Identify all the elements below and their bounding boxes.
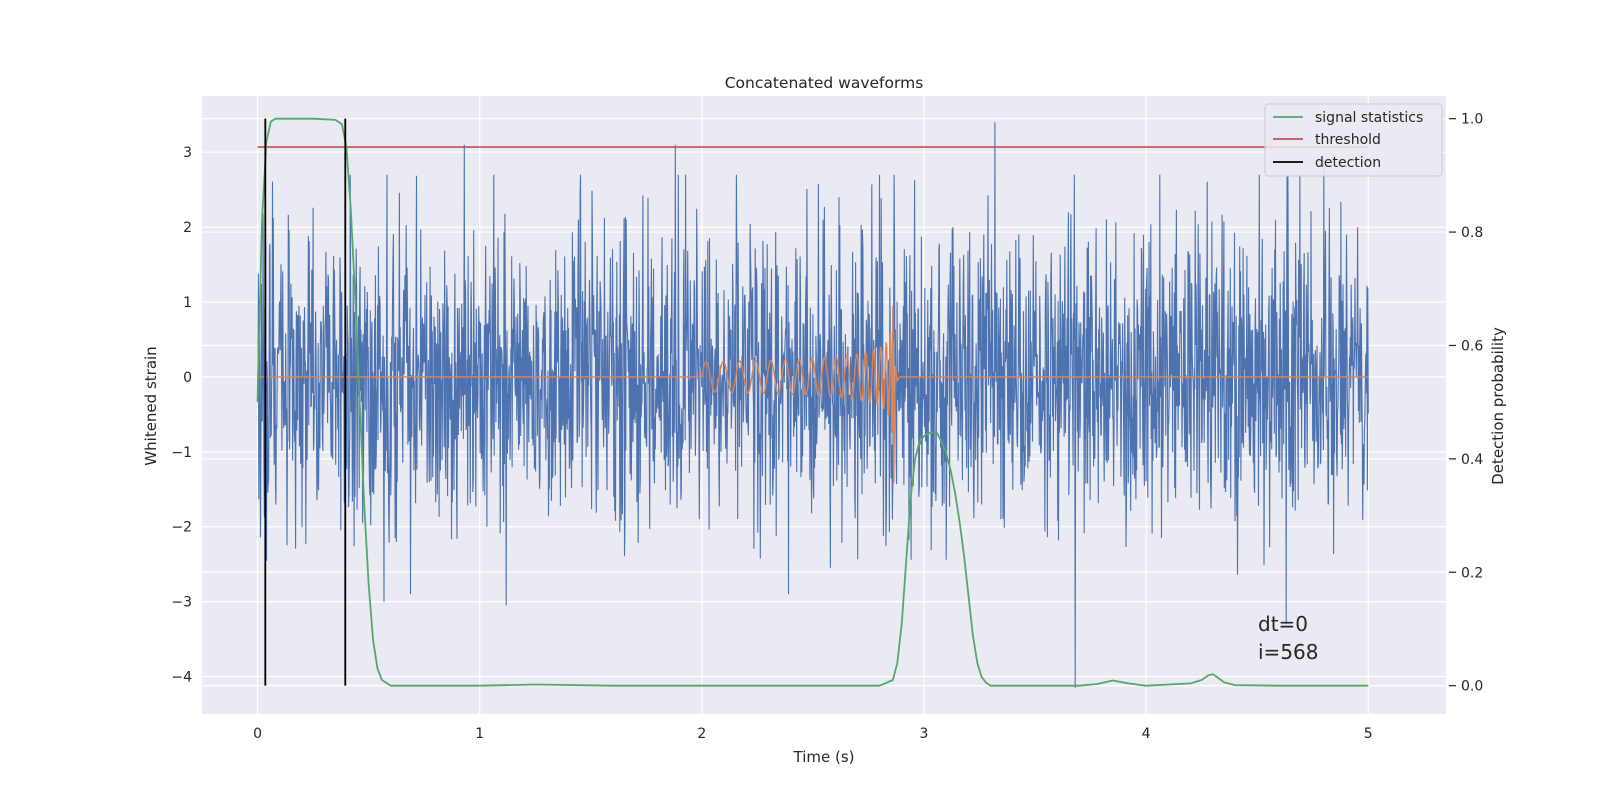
legend-box [1264,103,1443,177]
axis-ticks: 0 1 2 3 4 5 −4 −3 −2 −1 0 1 2 3 0.0 0.2 0.4 0.6 0.8 1.0 [171,112,1483,742]
y2-tick-label: 0.2 [1461,565,1483,581]
x-tick-label: 5 [1364,726,1373,742]
legend-label-threshold: threshold [1315,132,1381,148]
x-tick-label: 4 [1142,726,1151,742]
legend: signal statistics threshold detection [1264,103,1443,177]
x-tick-label: 1 [475,726,484,742]
y-tick-label: −3 [171,595,192,611]
chart-title: Concatenated waveforms [725,74,924,92]
annotation-i: i=568 [1258,640,1319,664]
y-tick-label: 0 [183,370,192,386]
y-tick-label: 3 [183,145,192,161]
y-tick-label: 2 [183,220,192,236]
y-tick-label: −4 [171,670,192,686]
y2-tick-label: 0.0 [1461,679,1483,695]
legend-label-signal-statistics: signal statistics [1315,110,1423,126]
plot-marks [256,117,1369,688]
y2-tick-label: 0.4 [1461,452,1483,468]
y-tick-label: 1 [183,295,192,311]
signal-statistics-line [256,117,1369,687]
y2-tick-label: 0.8 [1461,225,1483,241]
y2-tick-label: 1.0 [1461,112,1483,128]
x-tick-label: 3 [920,726,929,742]
y2-tick-label: 0.6 [1461,338,1483,354]
x-tick-label: 2 [697,726,706,742]
y2-axis-label: Detection probability [1489,327,1507,485]
annotation-dt: dt=0 [1258,612,1308,636]
y-tick-label: −2 [171,520,192,536]
chirp-series-line [257,305,1369,484]
noise-series-line [256,122,1369,688]
x-tick-label: 0 [253,726,262,742]
y-axis-label: Whitened strain [142,346,160,465]
legend-label-detection: detection [1315,155,1381,171]
y-tick-label: −1 [171,445,192,461]
x-axis-label: Time (s) [793,748,855,766]
